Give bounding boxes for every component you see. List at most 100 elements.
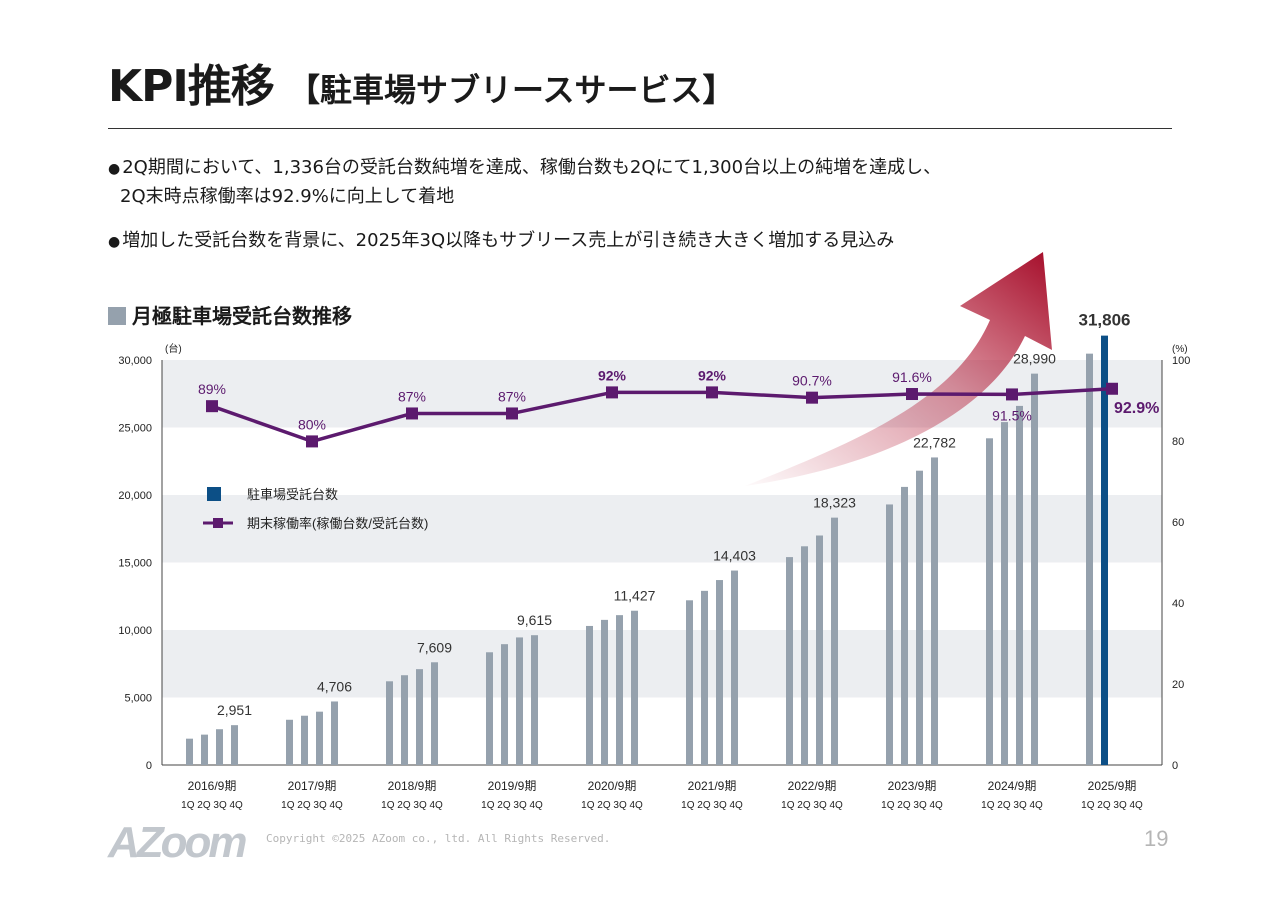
occupancy-marker [606,386,618,399]
bar [201,734,208,765]
bar [586,625,593,765]
legend-line-marker [213,518,223,528]
bar [486,652,493,765]
bar [531,635,538,765]
bar-value-label: 28,990 [1013,351,1056,367]
bar [516,637,523,765]
bar [401,675,408,765]
left-tick-label: 0 [146,760,152,772]
bar [786,557,793,765]
axes: 0 5,000 10,000 15,000 20,000 25,000 30,000 (台) 0… [118,342,1190,772]
bar [831,517,838,765]
bullet-1: ● 2Q期間において、1,336台の受託台数純増を達成、稼働台数も2Qにて1,30… [108,154,941,211]
bar [731,570,738,765]
bar [316,711,323,765]
bar [816,535,823,765]
section-square-icon [108,307,126,325]
left-tick-label: 20,000 [118,490,152,502]
bar [301,715,308,765]
legend-bar-label: 駐車場受託台数 [247,487,338,502]
occupancy-rate-label: 87% [398,388,426,404]
bar [186,738,193,765]
occupancy-marker [506,407,518,420]
occupancy-rate-label: 87% [498,388,526,404]
bar [701,590,708,765]
x-year-label: 2023/9期 [888,779,937,793]
bar [631,610,638,765]
bar-value-label: 2,951 [217,702,252,718]
left-tick-label: 5,000 [124,693,152,705]
occupancy-rate-label: 92% [598,367,627,383]
bar [601,619,608,765]
plot-band [162,630,1162,698]
data-labels: 2,951 2016/9期 1Q 2Q 3Q 4Q 4,706 2017/9期 1Q 2Q… [181,311,1159,811]
occupancy-rate-label: 91.6% [892,369,932,385]
right-tick-label: 60 [1172,517,1184,529]
x-year-label: 2024/9期 [988,779,1037,793]
plot-band [162,495,1162,563]
left-tick-label: 15,000 [118,558,152,570]
occupancy-marker [1106,382,1118,395]
right-axis-unit: (%) [1172,344,1188,355]
page-title: KPI推移 【駐車場サブリースサービス】 [108,61,735,112]
right-tick-label: 0 [1172,760,1178,772]
occupancy-marker [206,400,218,413]
x-quarter-label: 1Q 2Q 3Q 4Q [481,800,543,811]
left-tick-label: 30,000 [118,355,152,367]
occupancy-marker [306,435,318,448]
x-quarter-label: 1Q 2Q 3Q 4Q [681,800,743,811]
occupancy-marker [406,407,418,420]
x-year-label: 2022/9期 [788,779,837,793]
occupancy-marker [906,388,918,401]
x-year-label: 2018/9期 [388,779,437,793]
bar [431,662,438,765]
x-year-label: 2021/9期 [688,779,737,793]
left-axis-unit: (台) [165,342,182,355]
bar [901,486,908,765]
bullet-dot: ● [108,234,121,250]
occupancy-line [206,382,1118,448]
left-tick-label: 25,000 [118,423,152,435]
bar-value-label: 31,806 [1079,311,1131,330]
occupancy-rate-label: 89% [198,381,226,397]
bar [216,729,223,765]
bar [286,719,293,765]
right-tick-label: 100 [1172,355,1190,367]
occupancy-line-path [211,387,1113,444]
bar [1001,422,1008,765]
occupancy-rate-label: 92% [698,367,727,383]
bar [916,470,923,765]
copyright-text: Copyright ©2025 AZoom co., ltd. All Righ… [266,832,611,845]
x-year-label: 2019/9期 [488,779,537,793]
x-quarter-label: 1Q 2Q 3Q 4Q [281,800,343,811]
bar [1016,405,1023,765]
x-quarter-label: 1Q 2Q 3Q 4Q [1081,800,1143,811]
bar [616,615,623,765]
bullet-1-line-2: 2Q末時点稼働率は92.9%に向上して着地 [120,186,455,207]
legend-line-label: 期末稼働率(稼働台数/受託台数) [247,516,428,531]
bar [716,580,723,765]
x-year-label: 2020/9期 [588,779,637,793]
bar [1086,353,1093,765]
x-quarter-label: 1Q 2Q 3Q 4Q [781,800,843,811]
occupancy-rate-label: 92.9% [1114,400,1159,417]
legend-bar-swatch [207,487,221,501]
bar [931,457,938,765]
bar [386,681,393,765]
bar [886,504,893,765]
bullet-2: ● 増加した受託台数を背景に、2025年3Q以降もサブリース売上が引き続き大きく増… [108,227,894,256]
bar [1031,373,1038,765]
bar-value-label: 22,782 [913,434,956,450]
title-divider [108,128,1172,129]
bullet-dot: ● [108,161,121,177]
x-quarter-label: 1Q 2Q 3Q 4Q [381,800,443,811]
x-year-label: 2017/9期 [288,779,337,793]
bar [501,644,508,765]
bar-value-label: 11,427 [614,588,656,604]
right-tick-label: 20 [1172,679,1184,691]
section-title: 月極駐車場受託台数推移 [108,300,352,329]
page-number: 19 [1144,826,1169,851]
x-quarter-label: 1Q 2Q 3Q 4Q [181,800,243,811]
bar-highlight [1101,335,1108,765]
